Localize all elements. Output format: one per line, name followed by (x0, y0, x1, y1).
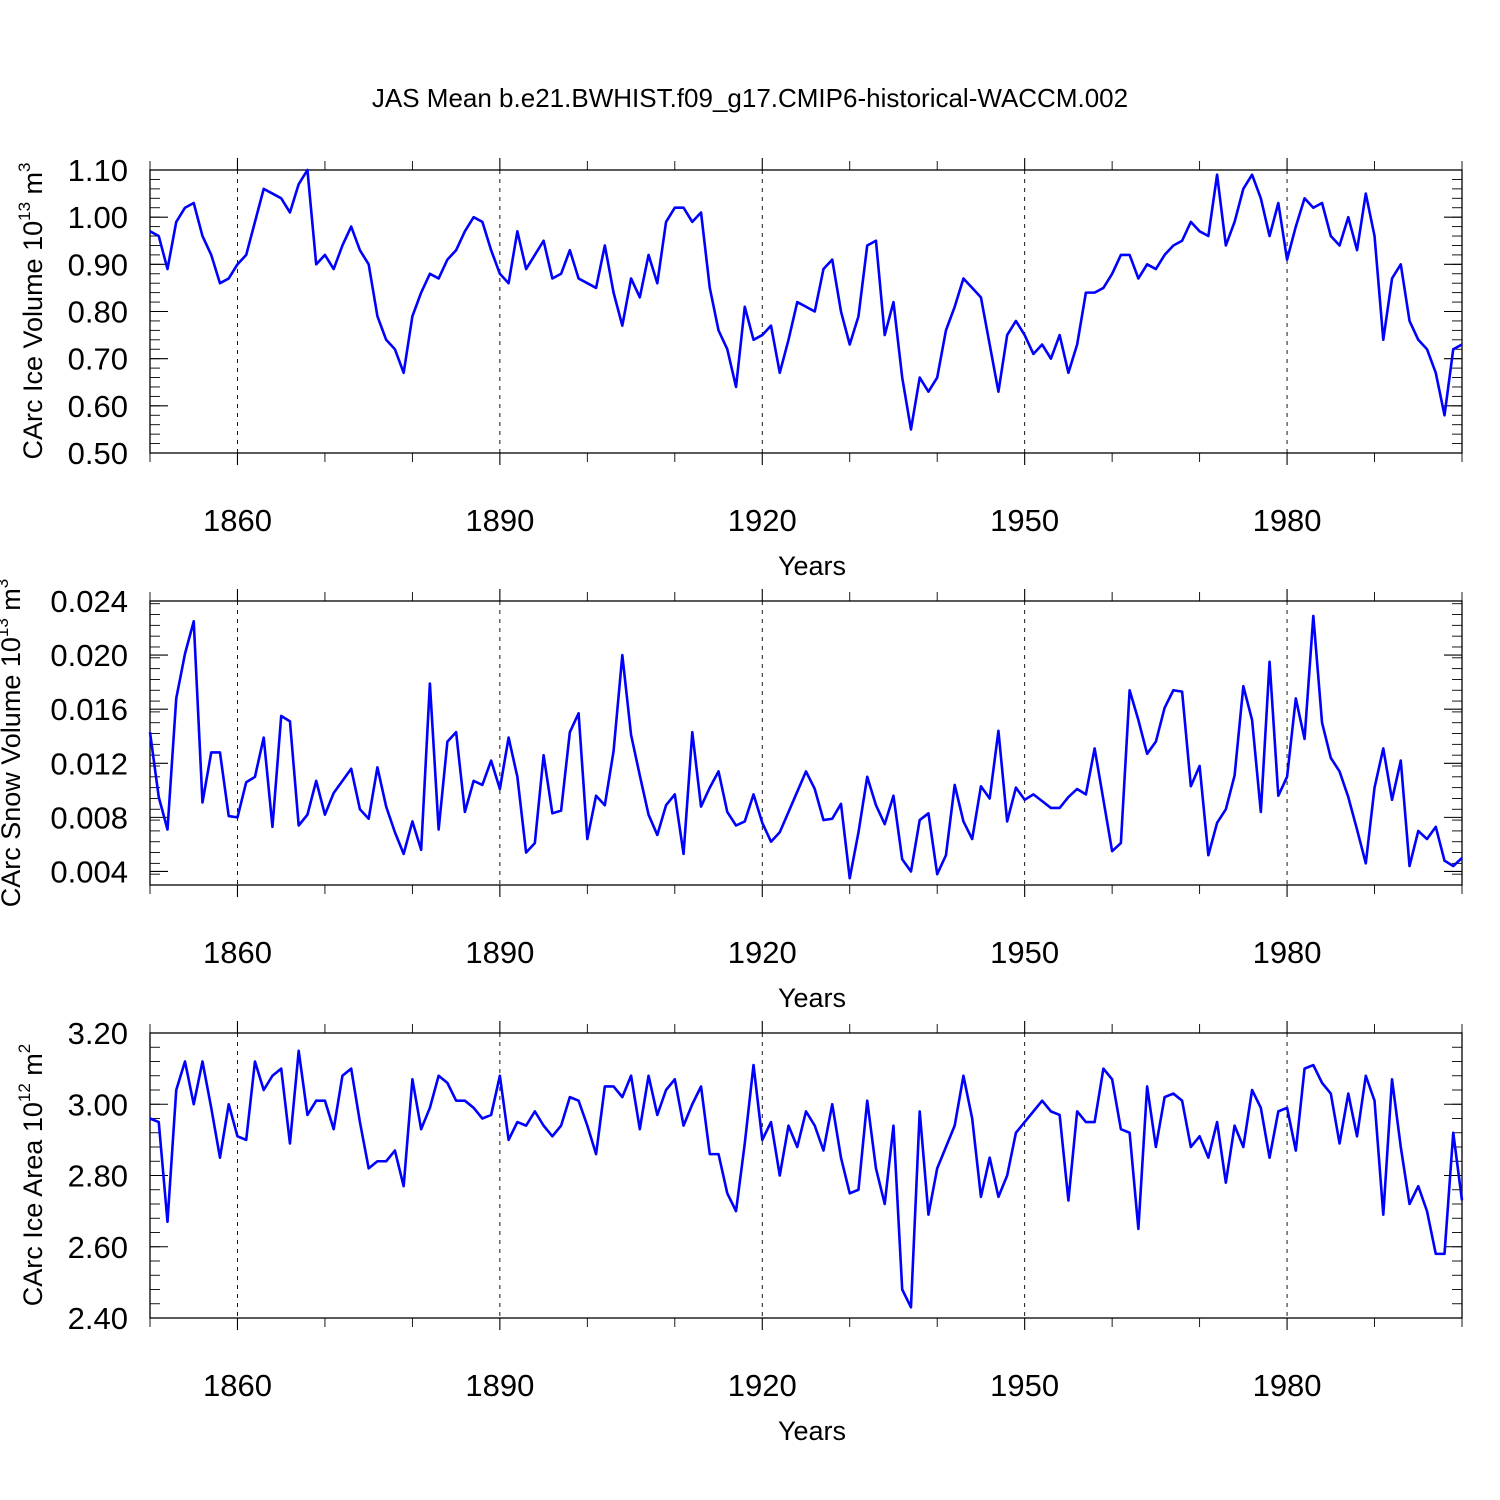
y-tick-label: 0.016 (50, 692, 128, 727)
y-tick-label: 0.012 (50, 746, 128, 781)
y-tick-label: 0.008 (50, 800, 128, 835)
y-tick-label: 0.50 (68, 436, 128, 471)
y-tick-label: 0.70 (68, 342, 128, 377)
y-tick-label: 0.020 (50, 638, 128, 673)
x-tick-label: 1920 (728, 935, 797, 970)
x-tick-label: 1950 (990, 503, 1059, 538)
x-tick-label: 1920 (728, 503, 797, 538)
x-axis-label: Years (778, 983, 846, 1013)
y-tick-label: 2.40 (68, 1301, 128, 1336)
x-tick-label: 1950 (990, 935, 1059, 970)
chart-title: JAS Mean b.e21.BWHIST.f09_g17.CMIP6-hist… (372, 83, 1128, 113)
panel-snow-volume: 1860 1890 1920 1950 1980 Years 0.004 0.008 0.012… (0, 579, 1463, 1013)
y-tick-label: 1.00 (68, 200, 128, 235)
series-line-carc-ice-area (149, 1049, 1464, 1309)
x-tick-label: 1980 (1253, 935, 1322, 970)
plot-frame (149, 1032, 1463, 1319)
x-tick-label: 1860 (203, 1368, 272, 1403)
x-axis-label: Years (778, 551, 846, 581)
y-tick-label: 1.10 (68, 153, 128, 188)
x-tick-label: 1860 (203, 935, 272, 970)
x-tick-label: 1950 (990, 1368, 1059, 1403)
y-tick-label: 0.80 (68, 295, 128, 330)
y-tick-label: 2.80 (68, 1159, 128, 1194)
y-tick-label: 0.60 (68, 389, 128, 424)
panel-ice-area: 1860 1890 1920 1950 1980 Years 2.40 2.60 2.80 3.0… (15, 1016, 1464, 1446)
x-tick-label: 1920 (728, 1368, 797, 1403)
plot-frame (149, 600, 1463, 886)
y-tick-label: 0.90 (68, 247, 128, 282)
x-tick-label: 1890 (465, 1368, 534, 1403)
x-tick-label: 1890 (465, 503, 534, 538)
series-line-carc-snow-volume (148, 614, 1463, 880)
y-tick-label: 3.00 (68, 1087, 128, 1122)
y-axis-label: CArc Ice Area 1012 m2 (15, 1044, 48, 1307)
y-tick-label: 2.60 (68, 1230, 128, 1265)
y-tick-label: 0.004 (50, 854, 128, 889)
panel-ice-volume: 1860 1890 1920 1950 1980 Years 0.50 0.60 0.70 0.8… (15, 153, 1463, 581)
x-axis-label: Years (778, 1416, 846, 1446)
y-tick-label: 3.20 (68, 1016, 128, 1051)
series-line-carc-ice-volume (149, 168, 1463, 431)
x-tick-label: 1980 (1253, 1368, 1322, 1403)
y-axis-label: CArc Snow Volume 1013 m3 (0, 579, 26, 908)
x-tick-label: 1980 (1253, 503, 1322, 538)
y-tick-label: 0.024 (50, 584, 128, 619)
x-tick-label: 1890 (465, 935, 534, 970)
y-axis-label: CArc Ice Volume 1013 m3 (15, 162, 48, 459)
x-tick-label: 1860 (203, 503, 272, 538)
